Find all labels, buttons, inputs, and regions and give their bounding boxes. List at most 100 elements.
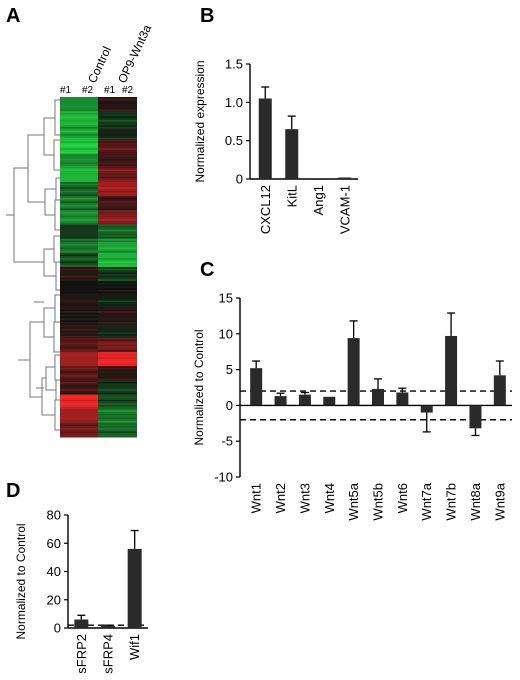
heatmap-stripe — [60, 158, 98, 161]
heatmap-stripe — [98, 233, 137, 235]
category-label: KitL — [284, 185, 299, 207]
heatmap-stripe — [60, 325, 98, 327]
heatmap-stripe — [60, 314, 98, 317]
heatmap-stripe — [60, 357, 98, 359]
category-label: Wnt2 — [273, 483, 288, 513]
heatmap-stripe — [60, 215, 98, 218]
heatmap-cell-wnt3a — [98, 196, 137, 211]
y-tick-label: 40 — [47, 564, 61, 579]
heatmap-cell-control — [60, 337, 98, 353]
heatmap-stripe — [98, 378, 137, 380]
heatmap-stripe — [98, 112, 137, 115]
heatmap-stripe — [60, 293, 98, 295]
y-axis-label: Normalized expression — [193, 60, 207, 182]
heatmap-stripe — [60, 396, 98, 398]
heatmap-stripe — [98, 421, 137, 423]
heatmap-stripe — [98, 261, 137, 264]
panel-d-letter: D — [6, 480, 20, 502]
heatmap-stripe — [98, 162, 137, 164]
heatmap-stripe — [98, 215, 137, 218]
heatmap-stripe — [60, 375, 98, 377]
heatmap-stripe — [98, 123, 137, 125]
heatmap-stripe — [60, 417, 98, 419]
heatmap-stripe — [98, 151, 137, 154]
heatmap-stripe — [98, 212, 137, 214]
heatmap-stripe — [60, 275, 98, 278]
heatmap-cell-control — [60, 97, 98, 112]
heatmap-stripe — [60, 219, 98, 221]
heatmap-stripe — [98, 304, 137, 306]
heatmap-stripe — [60, 222, 98, 225]
heatmap-cell-control — [60, 309, 98, 325]
bar — [396, 392, 409, 406]
y-tick-label: 20 — [47, 592, 61, 607]
heatmap-stripe — [98, 201, 137, 203]
category-label: Wnt1 — [249, 483, 264, 513]
heatmap-cell-wnt3a — [98, 267, 137, 282]
heatmap-stripe — [98, 254, 137, 257]
heatmap-stripe — [98, 435, 137, 437]
heatmap-cell-wnt3a — [98, 210, 137, 225]
heatmap-cell-wnt3a — [98, 337, 137, 353]
panel-a: A Control OP9-Wnt3a #1 #2 #1 #2 — [6, 5, 154, 438]
heatmap-stripe — [60, 364, 98, 366]
heatmap-cell-wnt3a — [98, 281, 137, 296]
heatmap-cell-wnt3a — [98, 139, 137, 155]
heatmap-stripe — [98, 293, 137, 295]
heatmap-cell-control — [60, 394, 98, 410]
heatmap-stripe — [60, 251, 98, 253]
category-label: Wnt7a — [419, 482, 434, 520]
heatmap-stripe — [60, 410, 98, 412]
replicate-label: #1 — [60, 85, 72, 96]
category-label: CXCL12 — [258, 185, 273, 234]
heatmap-stripe — [60, 371, 98, 373]
y-tick-label: 10 — [219, 326, 233, 341]
heatmap-stripe — [60, 399, 98, 402]
panel-c-letter: C — [200, 259, 214, 281]
category-label: sFRP2 — [74, 634, 89, 674]
y-tick-label: 0 — [54, 621, 61, 636]
heatmap-stripe — [60, 300, 98, 303]
heatmap-stripe — [60, 194, 98, 196]
heatmap-stripe — [60, 304, 98, 306]
heatmap-stripe — [98, 208, 137, 210]
bar — [258, 98, 272, 179]
heatmap-stripe — [60, 272, 98, 274]
heatmap-stripe — [98, 357, 137, 359]
heatmap-stripe — [60, 116, 98, 118]
heatmap-stripe — [98, 367, 137, 370]
heatmap-stripe — [98, 190, 137, 193]
heatmap-cell-control — [60, 167, 98, 183]
heatmap-stripe — [60, 428, 98, 430]
heatmap-stripe — [60, 389, 98, 391]
heatmap-stripe — [98, 328, 137, 331]
heatmap-stripe — [98, 105, 137, 108]
heatmap — [60, 97, 137, 438]
heatmap-stripe — [60, 151, 98, 154]
heatmap-cell-control — [60, 323, 98, 339]
bar — [101, 625, 115, 628]
heatmap-stripe — [60, 144, 98, 147]
y-tick-label: 0 — [226, 398, 233, 413]
heatmap-stripe — [98, 307, 137, 310]
heatmap-cell-control — [60, 267, 98, 282]
heatmap-cell-control — [60, 153, 98, 169]
heatmap-stripe — [60, 258, 98, 260]
heatmap-stripe — [98, 247, 137, 249]
heatmap-stripe — [60, 360, 98, 363]
category-label: Wnt7b — [444, 483, 459, 521]
heatmap-stripe — [60, 353, 98, 356]
bar — [250, 368, 263, 406]
heatmap-cell-control — [60, 125, 98, 140]
heatmap-stripe — [98, 169, 137, 172]
heatmap-stripe — [60, 166, 98, 168]
heatmap-stripe — [60, 236, 98, 239]
heatmap-stripe — [98, 389, 137, 391]
heatmap-stripe — [60, 109, 98, 111]
heatmap-stripe — [60, 406, 98, 409]
heatmap-cell-wnt3a — [98, 167, 137, 183]
heatmap-stripe — [98, 346, 137, 349]
heatmap-cell-wnt3a — [98, 97, 137, 112]
heatmap-stripe — [98, 290, 137, 292]
heatmap-stripe — [98, 286, 137, 288]
